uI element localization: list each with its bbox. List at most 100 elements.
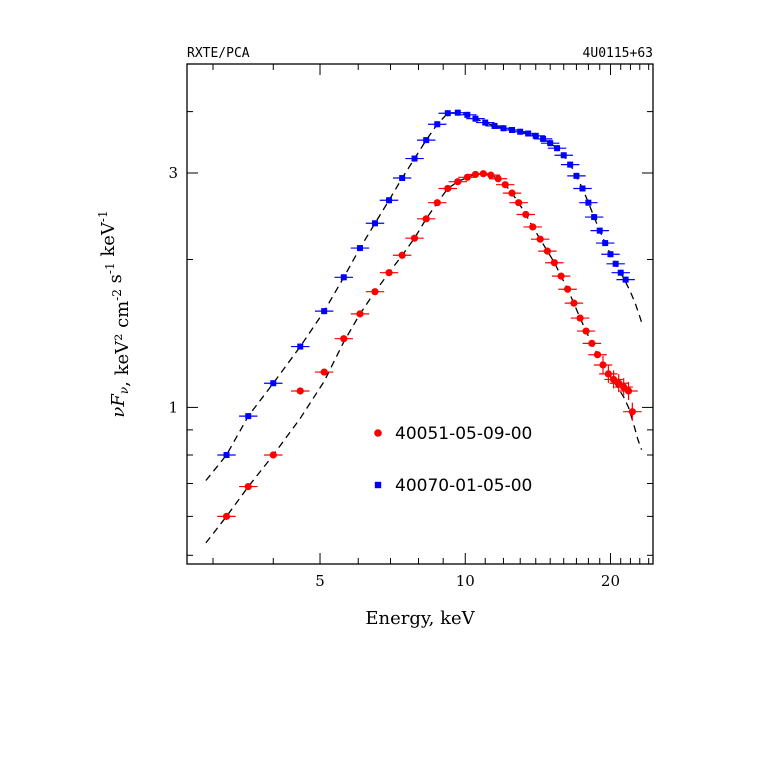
data-point	[579, 185, 586, 192]
plot-frame	[186, 63, 654, 565]
data-point	[593, 351, 602, 359]
data-point	[540, 135, 547, 142]
legend-label: 40070-01-05-00	[395, 476, 532, 496]
data-point	[624, 387, 633, 395]
data-point	[479, 170, 487, 178]
legend: 40051-05-09-00 40070-01-05-00	[374, 424, 532, 496]
data-point	[340, 274, 347, 281]
data-point	[582, 327, 590, 335]
data-point	[500, 125, 507, 132]
data-point	[570, 299, 578, 307]
data-point	[433, 199, 441, 207]
data-point	[297, 343, 304, 350]
data-point	[244, 482, 252, 491]
data-point	[371, 288, 379, 296]
y-axis-label-part: -1	[103, 262, 117, 274]
y-axis-label-part: , keV² cm	[112, 301, 133, 387]
legend-marker	[374, 429, 382, 437]
data-point	[340, 335, 348, 343]
data-point	[607, 251, 614, 258]
data-point	[454, 178, 462, 186]
data-point	[547, 140, 554, 147]
data-point	[617, 269, 624, 276]
y-axis-label-part: keV	[98, 221, 119, 262]
data-point	[628, 408, 636, 416]
data-point	[620, 383, 628, 391]
y-axis-label: νFν, keV² cm-2 s-1 keV-1	[96, 210, 133, 417]
data-points	[217, 109, 642, 520]
data-point	[454, 109, 461, 116]
data-point	[487, 171, 495, 179]
data-point	[423, 137, 430, 144]
y-axis-label-part: -2	[110, 289, 124, 301]
data-point	[599, 361, 607, 369]
data-point	[615, 379, 623, 387]
y-axis-label-part: νF	[108, 393, 129, 418]
y-tick-label: 1	[168, 398, 178, 416]
data-point	[491, 122, 498, 129]
series	[217, 109, 635, 459]
series	[217, 170, 642, 520]
data-point	[385, 269, 393, 277]
legend-marker	[374, 481, 382, 489]
data-point	[536, 235, 544, 243]
data-point	[399, 175, 406, 182]
data-point	[560, 152, 567, 159]
data-point	[386, 197, 393, 204]
data-point	[567, 161, 574, 168]
data-point	[609, 375, 618, 384]
data-point	[585, 199, 592, 206]
data-point	[472, 115, 479, 122]
data-point	[525, 130, 532, 137]
data-point	[422, 215, 430, 223]
data-point	[550, 259, 558, 267]
x-tick-label: 5	[315, 572, 325, 590]
data-point	[554, 145, 561, 152]
data-point	[591, 214, 598, 221]
data-point	[321, 308, 328, 315]
data-point	[596, 227, 603, 234]
data-point	[444, 184, 452, 193]
y-axis-label-part: s	[105, 274, 126, 289]
data-point	[296, 387, 304, 395]
data-point	[508, 189, 516, 197]
data-point	[471, 170, 480, 179]
x-axis-label: Energy, keV	[365, 608, 475, 629]
data-point	[434, 121, 441, 128]
x-tick-label: 20	[601, 572, 620, 590]
data-point	[482, 119, 489, 126]
data-point	[356, 245, 363, 252]
data-point	[588, 339, 596, 347]
x-tick-label: 10	[456, 572, 475, 590]
data-point	[464, 111, 471, 118]
data-point	[222, 512, 231, 520]
data-point	[602, 240, 609, 247]
data-point	[411, 155, 418, 162]
data-point	[543, 247, 551, 255]
legend-label: 40051-05-09-00	[395, 424, 532, 444]
source-label: 4U0115+63	[583, 46, 653, 61]
y-tick-label: 3	[168, 164, 178, 182]
y-axis-label-part: -1	[96, 210, 110, 222]
data-point	[515, 199, 523, 207]
data-point	[557, 272, 565, 280]
data-point	[494, 175, 502, 183]
data-point	[320, 368, 328, 376]
data-point	[410, 234, 419, 242]
data-point	[269, 451, 277, 459]
data-point	[573, 172, 580, 179]
data-point	[398, 251, 406, 259]
data-point	[522, 210, 530, 219]
tick-layer: 5 10 20 1 3	[168, 63, 653, 590]
data-point	[444, 110, 451, 117]
y-axis-label-part: ν	[117, 387, 131, 394]
data-point	[612, 260, 619, 267]
data-point	[564, 285, 572, 293]
instrument-label: RXTE/PCA	[187, 46, 250, 61]
data-point	[622, 276, 629, 283]
data-point	[517, 128, 524, 135]
data-point	[576, 314, 584, 322]
data-point	[223, 452, 230, 459]
data-point	[356, 310, 364, 318]
